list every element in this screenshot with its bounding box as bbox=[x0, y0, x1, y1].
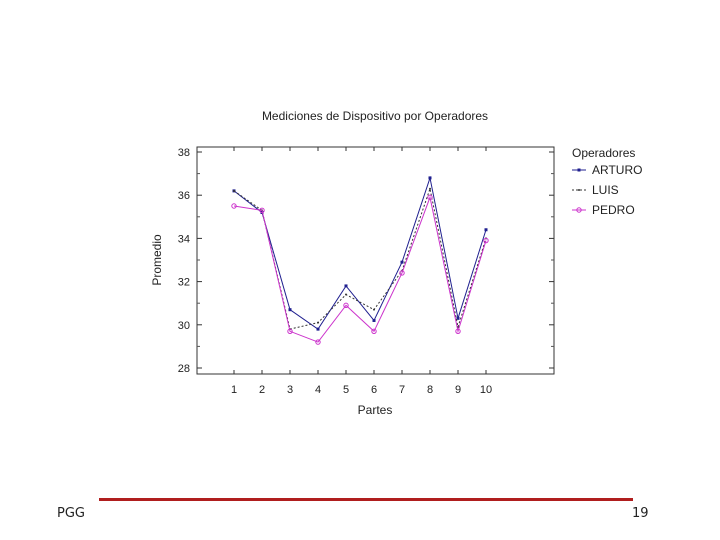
y-tick-label: 32 bbox=[178, 277, 190, 289]
series-line-pedro bbox=[233, 195, 487, 343]
data-point bbox=[373, 308, 375, 311]
x-tick-label: 2 bbox=[259, 384, 265, 396]
data-point bbox=[428, 176, 432, 180]
x-tick-label: 4 bbox=[315, 384, 321, 396]
data-point bbox=[233, 189, 235, 192]
y-tick-label: 30 bbox=[178, 320, 190, 332]
series-line-luis bbox=[233, 186, 487, 330]
data-point bbox=[343, 302, 349, 309]
data-point bbox=[317, 321, 319, 324]
x-tick-label: 9 bbox=[455, 384, 461, 396]
x-tick-label: 8 bbox=[427, 384, 433, 396]
data-point bbox=[400, 260, 404, 264]
legend-marker bbox=[578, 189, 580, 191]
data-point bbox=[483, 237, 489, 244]
x-tick-label: 7 bbox=[399, 384, 405, 396]
chart-title: Mediciones de Dispositivo por Operadores bbox=[262, 109, 488, 123]
legend-label: PEDRO bbox=[592, 203, 635, 217]
data-point bbox=[287, 328, 293, 334]
legend-label: ARTURO bbox=[592, 163, 642, 177]
data-point bbox=[484, 228, 488, 232]
data-point bbox=[371, 328, 377, 334]
data-point bbox=[429, 187, 431, 190]
y-tick-label: 38 bbox=[178, 147, 190, 159]
data-point bbox=[231, 203, 237, 209]
x-tick-label: 6 bbox=[371, 384, 377, 396]
data-point bbox=[345, 293, 347, 296]
legend-label: LUIS bbox=[592, 183, 619, 197]
page-number: 19 bbox=[632, 506, 649, 521]
legend-marker bbox=[577, 168, 581, 172]
legend: Operadores ARTURO LUIS PEDRO bbox=[572, 146, 642, 217]
x-tick-label: 1 bbox=[231, 384, 237, 396]
series-line-arturo bbox=[233, 175, 487, 330]
data-point bbox=[427, 194, 433, 201]
x-tick-label: 3 bbox=[287, 384, 293, 396]
data-point bbox=[372, 318, 376, 322]
data-point bbox=[315, 339, 321, 345]
data-point bbox=[316, 327, 320, 331]
data-point bbox=[288, 308, 292, 312]
y-tick-label: 36 bbox=[178, 190, 190, 202]
data-point bbox=[399, 270, 405, 276]
footer-rule bbox=[99, 498, 633, 501]
footer-label: PGG bbox=[57, 506, 85, 521]
y-axis-label: Promedio bbox=[150, 234, 164, 286]
data-point bbox=[259, 207, 265, 214]
x-tick-label: 5 bbox=[343, 384, 349, 396]
legend-marker bbox=[576, 207, 582, 213]
x-axis-label: Partes bbox=[358, 403, 393, 417]
data-point bbox=[344, 284, 348, 288]
x-axis: 1 2 3 4 5 6 7 8 9 10 bbox=[231, 147, 492, 396]
data-point bbox=[455, 328, 461, 334]
series-layer bbox=[231, 175, 489, 345]
data-point bbox=[456, 316, 460, 320]
legend-title: Operadores bbox=[572, 146, 635, 160]
y-tick-label: 34 bbox=[178, 233, 190, 245]
y-tick-label: 28 bbox=[178, 363, 190, 375]
plot-frame bbox=[196, 146, 555, 375]
y-axis: 28 30 32 34 36 38 bbox=[178, 147, 554, 375]
x-tick-label: 10 bbox=[480, 384, 492, 396]
